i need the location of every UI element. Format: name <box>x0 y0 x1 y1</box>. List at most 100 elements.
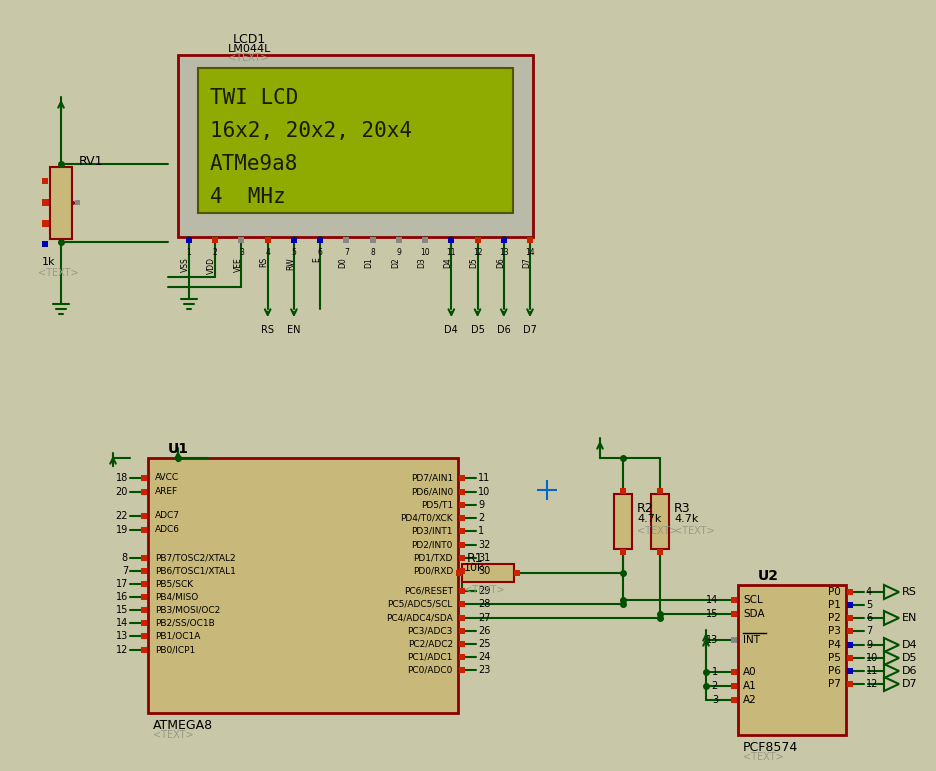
Text: 10: 10 <box>478 487 490 497</box>
Text: RV1: RV1 <box>79 155 104 168</box>
Text: 25: 25 <box>478 639 490 649</box>
Text: 10: 10 <box>866 653 878 663</box>
Bar <box>620 549 626 555</box>
Bar <box>459 555 465 561</box>
Bar <box>459 615 465 621</box>
Text: 7: 7 <box>344 248 349 257</box>
Bar <box>141 633 147 639</box>
Text: 16x2, 20x2, 20x4: 16x2, 20x2, 20x4 <box>210 121 412 141</box>
Text: 7: 7 <box>866 626 872 636</box>
Text: 1: 1 <box>478 526 484 536</box>
Bar <box>448 237 454 243</box>
Bar <box>141 594 147 600</box>
Bar <box>459 601 465 607</box>
Text: U2: U2 <box>758 569 779 583</box>
Text: PD2/INT0: PD2/INT0 <box>412 540 453 550</box>
Bar <box>459 528 465 534</box>
Bar <box>731 637 737 643</box>
Bar <box>847 589 853 595</box>
Text: <TEXT>: <TEXT> <box>674 526 714 536</box>
Text: PD1/TXD: PD1/TXD <box>414 554 453 563</box>
Text: P7: P7 <box>828 679 841 689</box>
Text: 7: 7 <box>122 566 128 576</box>
Bar <box>186 237 192 243</box>
Text: 13: 13 <box>116 631 128 641</box>
Text: PC5/ADC5/SCL: PC5/ADC5/SCL <box>388 600 453 608</box>
Text: 2: 2 <box>212 248 217 257</box>
Text: 9: 9 <box>478 500 484 510</box>
Bar <box>141 620 147 626</box>
Bar <box>148 458 458 713</box>
Text: 12: 12 <box>473 248 482 257</box>
Text: D5: D5 <box>470 257 478 268</box>
Text: <TEXT>: <TEXT> <box>637 526 678 536</box>
Text: 4  MHz: 4 MHz <box>210 187 285 207</box>
Text: PD3/INT1: PD3/INT1 <box>412 527 453 536</box>
Text: P3: P3 <box>828 626 841 636</box>
Text: 1: 1 <box>186 248 191 257</box>
Text: AREF: AREF <box>155 487 178 497</box>
Bar <box>459 542 465 548</box>
Bar <box>42 178 48 184</box>
Bar <box>501 237 506 243</box>
Bar <box>75 200 80 204</box>
Bar <box>456 570 462 576</box>
Text: 10k: 10k <box>464 563 485 573</box>
Text: D7: D7 <box>523 325 537 335</box>
Bar <box>731 669 737 675</box>
Bar <box>657 549 663 555</box>
Text: D1: D1 <box>365 257 373 268</box>
Text: VSS: VSS <box>181 257 190 271</box>
Text: 14: 14 <box>706 595 718 605</box>
Bar <box>657 488 663 494</box>
Text: 16: 16 <box>116 592 128 602</box>
Text: A2: A2 <box>743 695 756 705</box>
Bar <box>459 588 465 594</box>
Text: VEE: VEE <box>233 257 242 271</box>
Text: D0: D0 <box>339 257 347 268</box>
Bar <box>731 597 737 603</box>
Text: P5: P5 <box>828 653 841 663</box>
Text: 11: 11 <box>866 666 878 676</box>
Bar <box>847 655 853 661</box>
Text: 11: 11 <box>478 473 490 483</box>
Text: PB3/MOSI/OC2: PB3/MOSI/OC2 <box>155 605 220 614</box>
Text: 6: 6 <box>317 248 323 257</box>
Bar <box>651 494 669 549</box>
Text: INT: INT <box>743 635 760 645</box>
Text: 19: 19 <box>116 525 128 535</box>
Bar <box>620 488 626 494</box>
Text: 15: 15 <box>706 609 718 619</box>
Bar <box>141 555 147 561</box>
Bar <box>459 568 465 574</box>
Text: 8: 8 <box>122 553 128 563</box>
Text: 12: 12 <box>866 679 878 689</box>
Text: R2: R2 <box>637 502 653 515</box>
Bar <box>141 607 147 613</box>
Bar <box>141 568 147 574</box>
Text: D5: D5 <box>471 325 485 335</box>
Bar <box>459 654 465 660</box>
Text: AVCC: AVCC <box>155 473 179 483</box>
Bar <box>614 494 632 549</box>
Bar <box>847 668 853 674</box>
Text: RS: RS <box>902 587 917 597</box>
Text: TWI LCD: TWI LCD <box>210 88 299 108</box>
Text: 15: 15 <box>116 605 128 615</box>
Text: 12: 12 <box>116 645 128 655</box>
Text: 1: 1 <box>712 667 718 677</box>
Bar <box>198 68 513 213</box>
Text: 1k: 1k <box>42 257 55 267</box>
Text: D4: D4 <box>445 325 459 335</box>
Text: PD4/T0/XCK: PD4/T0/XCK <box>401 513 453 523</box>
Bar <box>42 241 48 247</box>
Text: PC1/ADC1: PC1/ADC1 <box>407 652 453 662</box>
Text: RS: RS <box>259 257 269 267</box>
Bar <box>141 489 147 495</box>
Bar <box>738 585 846 735</box>
Text: <TEXT>: <TEXT> <box>228 53 269 63</box>
Text: P2: P2 <box>828 613 841 623</box>
Text: PB1/OC1A: PB1/OC1A <box>155 631 200 641</box>
Text: 3: 3 <box>712 695 718 705</box>
Text: ATMEGA8: ATMEGA8 <box>153 719 213 732</box>
